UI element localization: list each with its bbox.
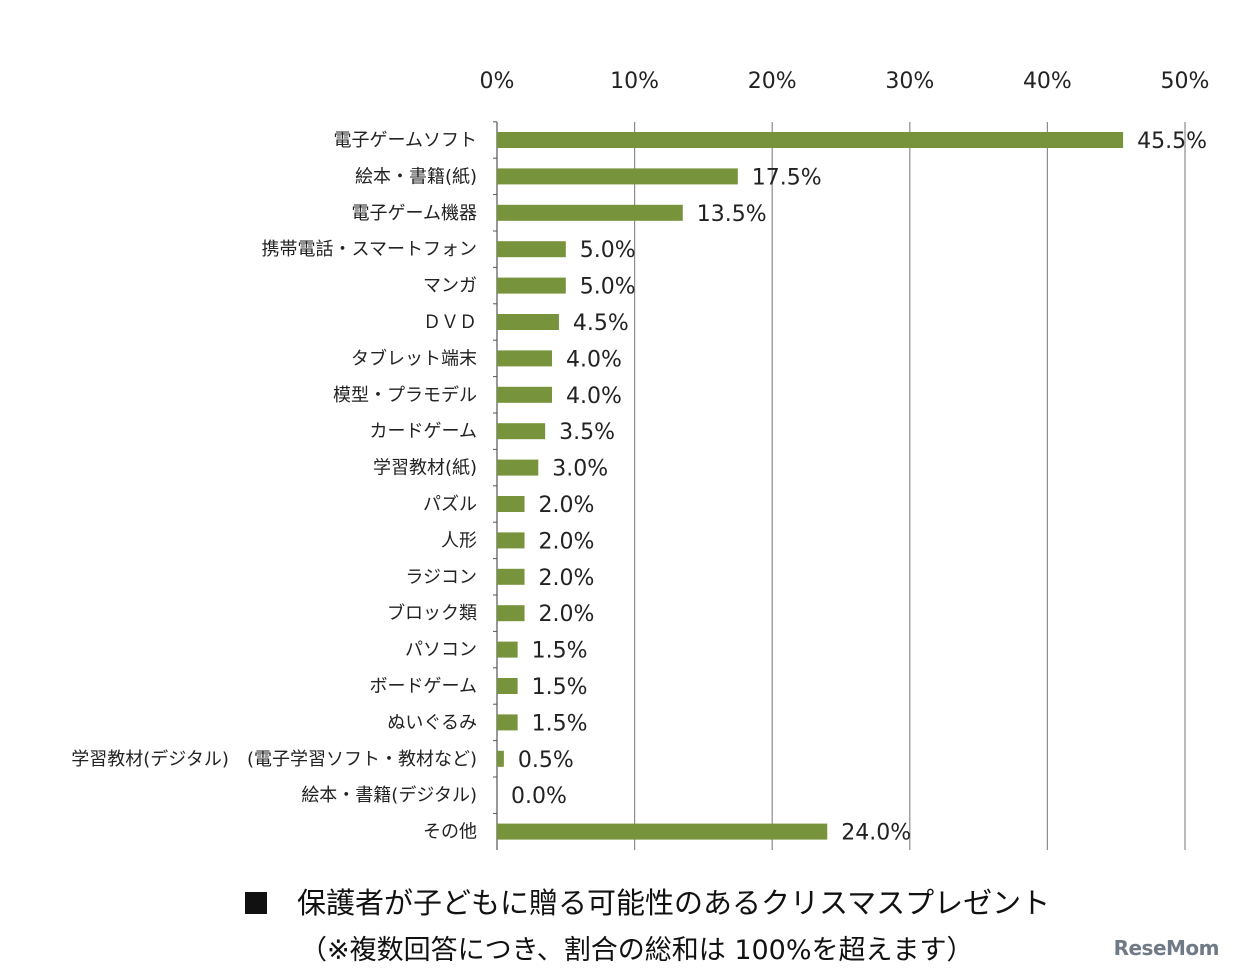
x-axis-ticks: 0% 10% 20% 30% 40% 50% [480,69,1210,94]
bar-19 [497,823,828,840]
x-tick-label: 0% [480,69,515,94]
bar-5 [497,314,559,330]
category-label: 学習教材(紙) [373,458,477,479]
chart-caption: 保護者が子どもに贈る可能性のあるクリスマスプレゼント [245,880,1050,922]
category-label: ブロック類 [387,602,477,624]
chart-bars [497,132,1124,840]
value-label: 5.0% [580,275,636,300]
caption-title: 保護者が子どもに贈る可能性のあるクリスマスプレゼント [297,886,1051,920]
bar-7 [497,386,553,403]
category-label: その他 [423,822,477,843]
bar-0 [497,132,1124,148]
bar-1 [497,168,738,185]
x-tick-label: 40% [1023,69,1072,94]
bar-16 [497,714,518,731]
bar-9 [497,459,539,476]
bar-3 [497,241,566,258]
caption-square-marker [245,892,267,914]
bar-11 [497,532,525,549]
category-label: ボードゲーム [370,676,477,697]
value-label: 5.0% [580,238,636,263]
category-label: 学習教材(デジタル) (電子学習ソフト・教材など) [71,749,477,770]
x-tick-label: 30% [885,69,934,94]
category-label: 模型・プラモデル [333,385,477,406]
value-label: 2.0% [539,602,595,627]
x-tick-label: 50% [1161,69,1210,94]
value-labels: 45.5% 17.5% 13.5% 5.0% 5.0% 4.5% 4.0% 4.0% 3.5% 3… [511,129,1207,846]
category-label: パソコン [405,640,477,661]
category-label: 絵本・書籍(デジタル) [301,785,477,806]
category-label: ラジコン [405,567,477,588]
category-label: ＤＶＤ [423,312,477,333]
bar-8 [497,423,546,440]
resemom-logo: ReseMom [1113,936,1220,960]
bar-10 [497,496,525,512]
bar-12 [497,568,525,585]
bar-6 [497,350,553,367]
value-label: 24.0% [841,821,911,846]
value-label: 17.5% [752,165,822,190]
category-label: 電子ゲームソフト [334,130,477,151]
category-label: マンガ [423,276,477,297]
value-label: 2.0% [539,493,595,518]
bar-13 [497,605,525,622]
value-label: 45.5% [1137,129,1207,154]
value-label: 0.0% [511,784,567,809]
chart-gridlines [493,121,1186,850]
bar-14 [497,641,518,658]
value-label: 0.5% [518,748,574,773]
bar-15 [497,678,518,694]
value-label: 4.0% [566,347,622,372]
bar-2 [497,204,683,221]
value-label: 2.0% [539,529,595,554]
category-label: ぬいぐるみ [387,712,477,733]
value-label: 13.5% [697,202,767,227]
value-label: 1.5% [532,675,588,700]
value-label: 4.5% [573,311,629,336]
category-label: タブレット端末 [351,347,477,369]
value-label: 1.5% [532,639,588,664]
value-label: 3.5% [559,420,615,445]
category-label: 電子ゲーム機器 [352,203,477,224]
value-label: 4.0% [566,384,622,409]
bar-4 [497,277,566,294]
category-label: 携帯電話・スマートフォン [262,239,477,260]
bar-17 [497,750,504,767]
caption-note: （※複数回答につき、割合の総和は 100%を超えます） [300,935,974,966]
category-label: 人形 [441,530,477,551]
category-label: パズル [423,494,477,515]
category-label: カードゲーム [370,421,477,442]
value-label: 3.0% [552,457,608,482]
value-label: 1.5% [532,711,588,736]
value-label: 2.0% [539,566,595,591]
category-label: 絵本・書籍(紙) [355,166,477,187]
x-tick-label: 10% [610,69,659,94]
x-tick-label: 20% [748,69,797,94]
